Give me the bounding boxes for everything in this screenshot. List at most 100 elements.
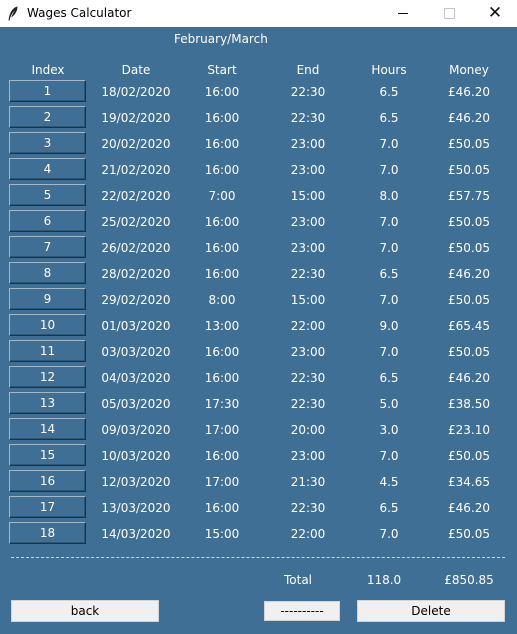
cell-hours: 6.5 bbox=[379, 267, 399, 281]
table-row: 5 22/02/2020 7:00 15:00 8.0 £57.75 bbox=[0, 183, 517, 209]
cell-end: 22:30 bbox=[290, 267, 326, 281]
cell-start: 16:00 bbox=[204, 345, 240, 359]
cell-date: 26/02/2020 bbox=[101, 241, 171, 255]
cell-start: 17:00 bbox=[204, 423, 240, 437]
cell-date: 20/02/2020 bbox=[101, 137, 171, 151]
cell-start: 16:00 bbox=[204, 371, 240, 385]
table-row: 16 12/03/2020 17:00 21:30 4.5 £34.65 bbox=[0, 469, 517, 495]
cell-date: 22/02/2020 bbox=[101, 189, 171, 203]
cell-date: 13/03/2020 bbox=[101, 501, 171, 515]
cell-hours: 7.0 bbox=[379, 527, 399, 541]
table-row: 4 21/02/2020 16:00 23:00 7.0 £50.05 bbox=[0, 157, 517, 183]
row-index-button[interactable]: 10 bbox=[9, 314, 86, 336]
row-index-button[interactable]: 15 bbox=[9, 444, 86, 466]
cell-date: 25/02/2020 bbox=[101, 215, 171, 229]
cell-start: 16:00 bbox=[204, 501, 240, 515]
cell-end: 23:00 bbox=[290, 241, 326, 255]
cell-hours: 6.5 bbox=[379, 111, 399, 125]
cell-date: 03/03/2020 bbox=[101, 345, 171, 359]
cell-money: £50.05 bbox=[448, 449, 490, 463]
cell-date: 01/03/2020 bbox=[101, 319, 171, 333]
cell-money: £50.05 bbox=[448, 215, 490, 229]
cell-start: 16:00 bbox=[204, 163, 240, 177]
table-row: 7 26/02/2020 16:00 23:00 7.0 £50.05 bbox=[0, 235, 517, 261]
cell-start: 16:00 bbox=[204, 137, 240, 151]
row-index-button[interactable]: 14 bbox=[9, 418, 86, 440]
row-index-button[interactable]: 9 bbox=[9, 288, 86, 310]
delete-button[interactable]: Delete bbox=[357, 600, 505, 622]
cell-end: 22:30 bbox=[290, 371, 326, 385]
row-index-button[interactable]: 17 bbox=[9, 496, 86, 518]
table-row: 17 13/03/2020 16:00 22:30 6.5 £46.20 bbox=[0, 495, 517, 521]
row-index-button[interactable]: 11 bbox=[9, 340, 86, 362]
cell-money: £57.75 bbox=[448, 189, 490, 203]
cell-start: 16:00 bbox=[204, 215, 240, 229]
cell-end: 22:30 bbox=[290, 501, 326, 515]
row-index-button[interactable]: 18 bbox=[9, 522, 86, 544]
total-hours: 118.0 bbox=[366, 573, 402, 587]
cell-money: £46.20 bbox=[448, 85, 490, 99]
header-hours: Hours bbox=[371, 63, 407, 77]
cell-hours: 6.5 bbox=[379, 371, 399, 385]
cell-date: 05/03/2020 bbox=[101, 397, 171, 411]
table-row: 3 20/02/2020 16:00 23:00 7.0 £50.05 bbox=[0, 131, 517, 157]
cell-end: 15:00 bbox=[290, 293, 326, 307]
cell-end: 23:00 bbox=[290, 163, 326, 177]
table-row: 1 18/02/2020 16:00 22:30 6.5 £46.20 bbox=[0, 79, 517, 105]
header-index: Index bbox=[31, 63, 65, 77]
header-end: End bbox=[296, 63, 320, 77]
cell-money: £46.20 bbox=[448, 111, 490, 125]
back-button[interactable]: back bbox=[11, 600, 159, 622]
minimize-button[interactable] bbox=[380, 0, 426, 27]
row-index-button[interactable]: 6 bbox=[9, 210, 86, 232]
cell-money: £50.05 bbox=[448, 241, 490, 255]
minimize-icon bbox=[398, 13, 408, 14]
cell-date: 04/03/2020 bbox=[101, 371, 171, 385]
cell-end: 23:00 bbox=[290, 137, 326, 151]
cell-date: 14/03/2020 bbox=[101, 527, 171, 541]
cell-hours: 6.5 bbox=[379, 85, 399, 99]
cell-hours: 7.0 bbox=[379, 215, 399, 229]
cell-date: 09/03/2020 bbox=[101, 423, 171, 437]
row-index-button[interactable]: 4 bbox=[9, 158, 86, 180]
cell-date: 29/02/2020 bbox=[101, 293, 171, 307]
cell-end: 23:00 bbox=[290, 215, 326, 229]
cell-money: £46.20 bbox=[448, 267, 490, 281]
cell-start: 16:00 bbox=[204, 267, 240, 281]
cell-hours: 9.0 bbox=[379, 319, 399, 333]
dashes-button[interactable]: ---------- bbox=[264, 601, 340, 621]
row-index-button[interactable]: 16 bbox=[9, 470, 86, 492]
cell-money: £34.65 bbox=[448, 475, 490, 489]
cell-date: 21/02/2020 bbox=[101, 163, 171, 177]
row-index-button[interactable]: 7 bbox=[9, 236, 86, 258]
cell-start: 8:00 bbox=[208, 293, 236, 307]
cell-start: 13:00 bbox=[204, 319, 240, 333]
cell-hours: 7.0 bbox=[379, 449, 399, 463]
cell-end: 22:00 bbox=[290, 527, 326, 541]
maximize-button[interactable] bbox=[426, 0, 472, 27]
row-index-button[interactable]: 12 bbox=[9, 366, 86, 388]
row-index-button[interactable]: 8 bbox=[9, 262, 86, 284]
cell-money: £23.10 bbox=[448, 423, 490, 437]
cell-hours: 5.0 bbox=[379, 397, 399, 411]
cell-date: 19/02/2020 bbox=[101, 111, 171, 125]
cell-date: 18/02/2020 bbox=[101, 85, 171, 99]
cell-hours: 4.5 bbox=[379, 475, 399, 489]
cell-start: 17:30 bbox=[204, 397, 240, 411]
cell-start: 16:00 bbox=[204, 241, 240, 255]
cell-end: 23:00 bbox=[290, 345, 326, 359]
row-index-button[interactable]: 13 bbox=[9, 392, 86, 414]
cell-money: £46.20 bbox=[448, 501, 490, 515]
cell-money: £50.05 bbox=[448, 345, 490, 359]
row-index-button[interactable]: 1 bbox=[9, 80, 86, 102]
row-index-button[interactable]: 5 bbox=[9, 184, 86, 206]
cell-start: 16:00 bbox=[204, 449, 240, 463]
cell-end: 22:30 bbox=[290, 85, 326, 99]
cell-end: 23:00 bbox=[290, 449, 326, 463]
cell-end: 22:00 bbox=[290, 319, 326, 333]
row-index-button[interactable]: 2 bbox=[9, 106, 86, 128]
close-button[interactable]: ✕ bbox=[472, 0, 517, 27]
cell-money: £38.50 bbox=[448, 397, 490, 411]
row-index-button[interactable]: 3 bbox=[9, 132, 86, 154]
wages-table: 1 18/02/2020 16:00 22:30 6.5 £46.20 2 19/02/202… bbox=[0, 79, 517, 547]
